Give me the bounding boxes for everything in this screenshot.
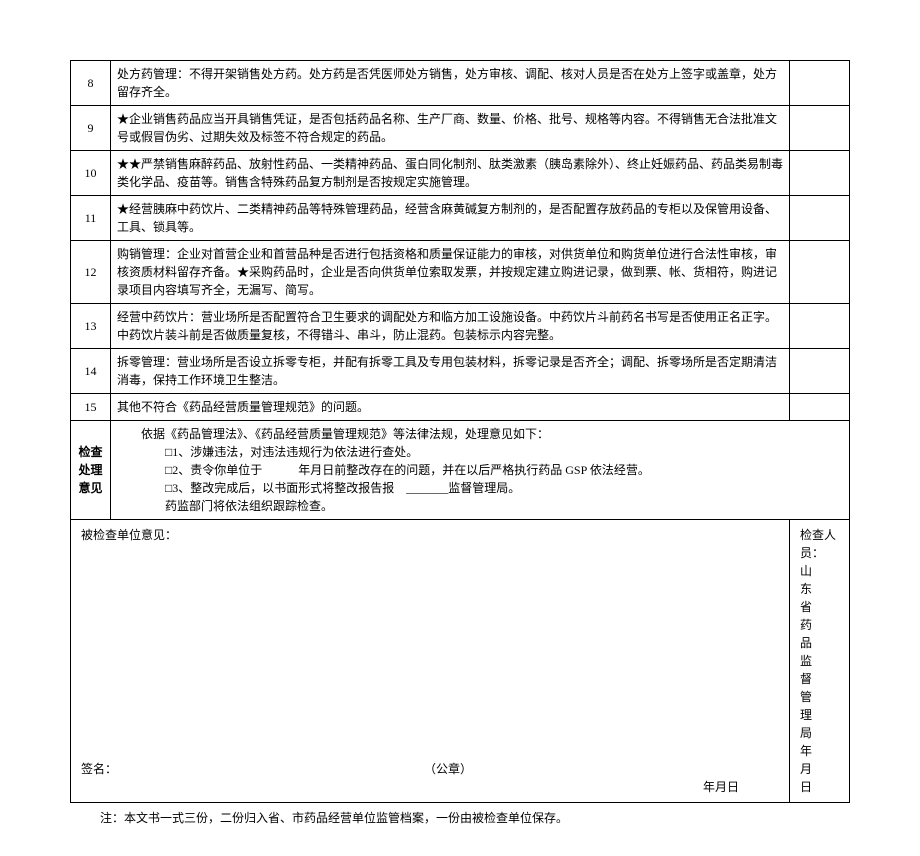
opinion-label: 检查处理意见 <box>71 421 111 520</box>
row-check <box>790 304 850 349</box>
row-content: ★★严禁销售麻醉药品、放射性药品、一类精神药品、蛋白同化制剂、肽类激素（胰岛素除… <box>111 151 790 196</box>
row-number: 8 <box>71 61 111 106</box>
table-row: 13经营中药饮片：营业场所是否配置符合卫生要求的调配处方和临方加工设施设备。中药… <box>71 304 850 349</box>
inspected-unit-opinion-label: 被检查单位意见： <box>81 526 779 544</box>
row-check <box>790 151 850 196</box>
row-content: 经营中药饮片：营业场所是否配置符合卫生要求的调配处方和临方加工设施设备。中药饮片… <box>111 304 790 349</box>
opinion-content: 依据《药品管理法》、《药品经营质量管理规范》等法律法规，处理意见如下： □1、涉… <box>111 421 850 520</box>
row-content: 其他不符合《药品经营质量管理规范》的问题。 <box>111 394 790 421</box>
table-row: 8处方药管理：不得开架销售处方药。处方药是否凭医师处方销售，处方审核、调配、核对… <box>71 61 850 106</box>
opinion-row: 检查处理意见 依据《药品管理法》、《药品经营质量管理规范》等法律法规，处理意见如… <box>71 421 850 520</box>
row-check <box>790 196 850 241</box>
row-check <box>790 241 850 304</box>
left-date: 年月日 <box>81 778 779 796</box>
row-number: 10 <box>71 151 111 196</box>
table-row: 10★★严禁销售麻醉药品、放射性药品、一类精神药品、蛋白同化制剂、肽类激素（胰岛… <box>71 151 850 196</box>
table-row: 11★经营胰麻中药饮片、二类精神药品等特殊管理药品，经营含麻黄碱复方制剂的，是否… <box>71 196 850 241</box>
row-content: ★企业销售药品应当开具销售凭证，是否包括药品名称、生产厂商、数量、价格、批号、规… <box>111 106 790 151</box>
row-number: 14 <box>71 349 111 394</box>
table-row: 12购销管理：企业对首营企业和首营品种是否进行包括资格和质量保证能力的审核，对供… <box>71 241 850 304</box>
signature-right: 检查人员： 山东省药品监督管理局 年月日 <box>790 520 850 803</box>
table-row: 14拆零管理：营业场所是否设立拆零专柜，并配有拆零工具及专用包装材料，拆零记录是… <box>71 349 850 394</box>
right-org: 山东省药品监督管理局 <box>800 562 840 742</box>
row-check <box>790 394 850 421</box>
right-date: 年月日 <box>800 742 840 796</box>
row-content: ★经营胰麻中药饮片、二类精神药品等特殊管理药品，经营含麻黄碱复方制剂的，是否配置… <box>111 196 790 241</box>
row-content: 拆零管理：营业场所是否设立拆零专柜，并配有拆零工具及专用包装材料，拆零记录是否齐… <box>111 349 790 394</box>
row-check <box>790 106 850 151</box>
row-number: 11 <box>71 196 111 241</box>
row-check <box>790 349 850 394</box>
table-row: 15其他不符合《药品经营质量管理规范》的问题。 <box>71 394 850 421</box>
row-content: 购销管理：企业对首营企业和首营品种是否进行包括资格和质量保证能力的审核，对供货单… <box>111 241 790 304</box>
inspector-label: 检查人员： <box>800 526 839 562</box>
inspection-table: 8处方药管理：不得开架销售处方药。处方药是否凭医师处方销售，处方审核、调配、核对… <box>70 60 850 803</box>
row-number: 15 <box>71 394 111 421</box>
sign-label: 签名： <box>81 760 117 778</box>
row-number: 9 <box>71 106 111 151</box>
signature-row: 被检查单位意见： 签名： （公章） 年月日 检查人员： 山东省药品监督管理局 年… <box>71 520 850 803</box>
seal-placeholder: （公章） <box>117 760 779 778</box>
footer-note: 注：本文书一式三份，二份归入省、市药品经营单位监管档案，一份由被检查单位保存。 <box>70 809 850 826</box>
row-number: 12 <box>71 241 111 304</box>
table-row: 9★企业销售药品应当开具销售凭证，是否包括药品名称、生产厂商、数量、价格、批号、… <box>71 106 850 151</box>
row-check <box>790 61 850 106</box>
signature-left: 被检查单位意见： 签名： （公章） 年月日 <box>71 520 790 803</box>
row-content: 处方药管理：不得开架销售处方药。处方药是否凭医师处方销售，处方审核、调配、核对人… <box>111 61 790 106</box>
row-number: 13 <box>71 304 111 349</box>
